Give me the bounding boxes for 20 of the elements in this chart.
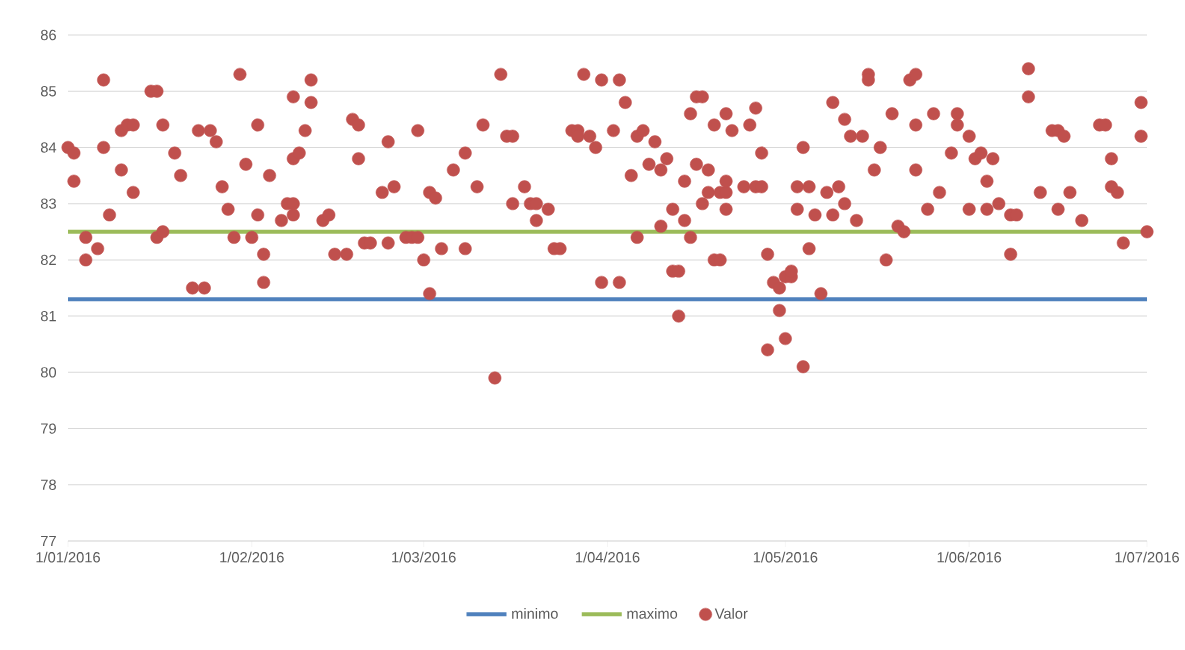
y-tick-label: 85: [40, 86, 56, 97]
y-tick-label: 78: [41, 479, 56, 490]
x-tick-label: 1/07/2016: [1115, 551, 1179, 563]
legend-label: minimo: [512, 608, 558, 619]
legend-label: Valor: [714, 608, 748, 619]
x-tick-label: 1/03/2016: [392, 551, 456, 563]
x-tick-label: 1/06/2016: [937, 551, 1002, 563]
x-tick-label: 1/01/2016: [36, 551, 100, 563]
y-tick-label: 86: [40, 29, 56, 41]
y-tick-label: 79: [41, 423, 56, 434]
legend-label: maximo: [627, 608, 678, 619]
x-tick-label: 1/05/2016: [753, 551, 818, 563]
y-tick-label: 84: [40, 142, 57, 153]
x-tick-label: 1/04/2016: [575, 551, 640, 563]
y-tick-label: 82: [40, 254, 56, 266]
y-tick-label: 83: [40, 198, 56, 209]
x-tick-label: 1/02/2016: [220, 551, 284, 563]
y-tick-label: 81: [40, 310, 56, 322]
y-tick-label: 80: [40, 367, 57, 378]
y-tick-label: 77: [41, 535, 56, 547]
